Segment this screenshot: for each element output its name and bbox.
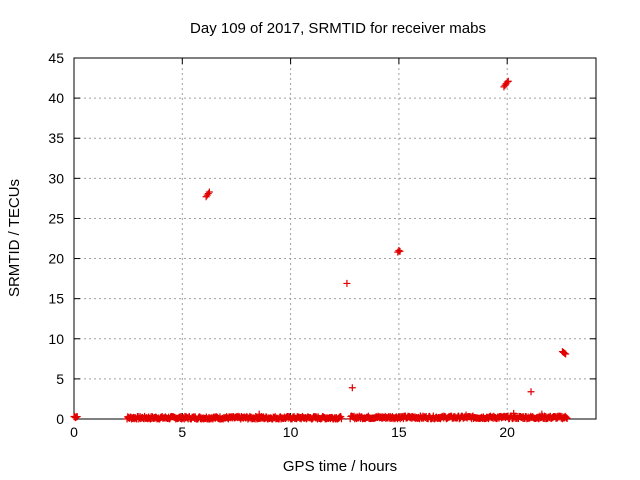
data-point [395,247,403,255]
y-tick-label: 20 [48,251,64,267]
grid-lines [74,58,596,419]
chart-title: Day 109 of 2017, SRMTID for receiver mab… [190,20,486,37]
y-tick-label: 30 [48,170,64,186]
data-point [396,247,404,255]
y-tick-label: 5 [56,371,64,387]
data-point [205,188,213,196]
y-axis-label: SRMTID / TECUs [6,179,23,297]
x-tick-label: 0 [70,424,78,440]
y-tick-label: 25 [48,210,64,226]
data-point-baseline [563,414,571,422]
data-point [462,411,470,419]
y-tick-label: 35 [48,130,64,146]
data-point [527,388,535,396]
data-point [255,410,263,418]
y-tick-label: 45 [48,50,64,66]
data-point [538,410,546,418]
data-point-baseline [73,413,81,421]
x-axis-label: GPS time / hours [283,458,397,475]
data-point-baseline [562,413,570,421]
x-tick-label: 10 [283,424,299,440]
data-point [204,190,212,198]
data-point [343,279,351,287]
data-point [510,409,518,417]
data-point-baseline [337,415,345,423]
x-tick-label: 20 [499,424,515,440]
data-point [503,78,511,86]
y-tick-label: 0 [56,411,64,427]
y-tick-label: 40 [48,90,64,106]
data-points [70,77,571,423]
data-point [348,384,356,392]
data-point [561,349,569,357]
data-point [562,350,570,358]
x-tick-label: 5 [178,424,186,440]
data-point [504,77,512,85]
x-tick-label: 15 [391,424,407,440]
y-tick-label: 10 [48,331,64,347]
y-tick-label: 15 [48,291,64,307]
